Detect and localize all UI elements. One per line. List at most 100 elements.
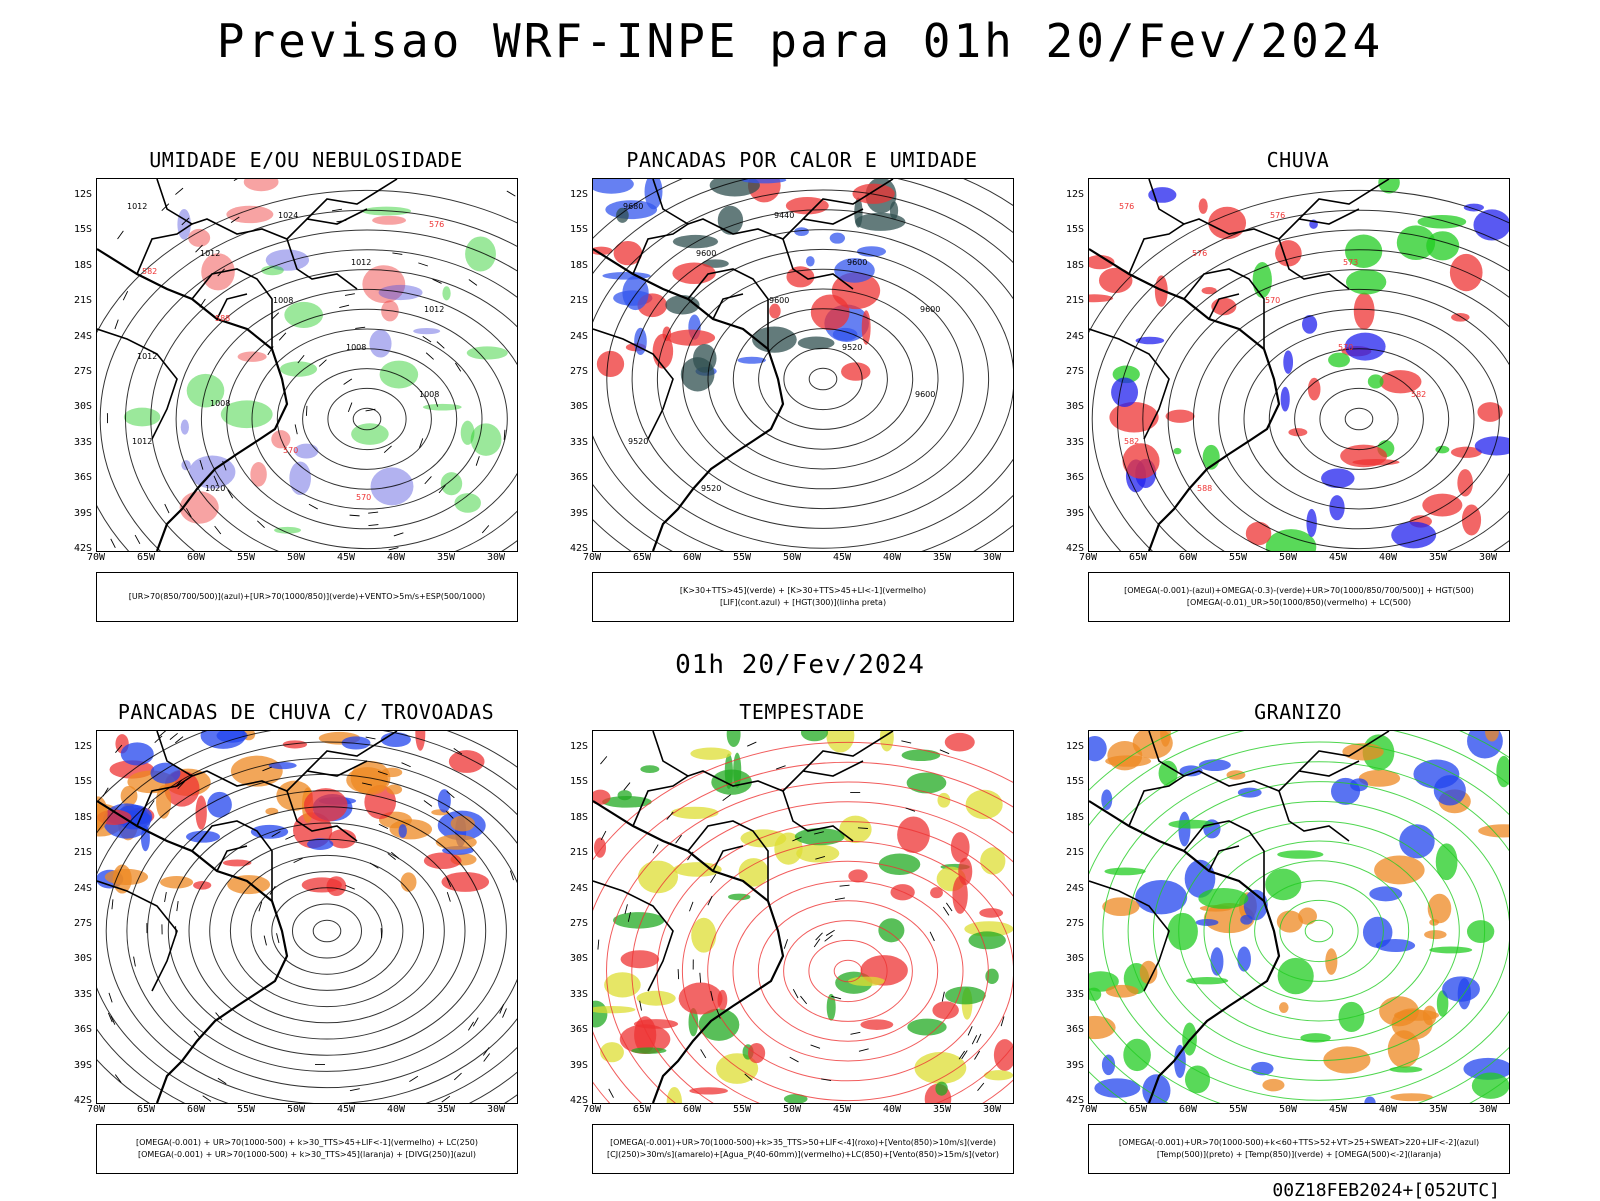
latitude-tick-label: 30S	[1060, 401, 1084, 412]
isoline-label: 1012	[200, 249, 220, 258]
shaded-region	[1196, 919, 1219, 926]
wind-vector	[598, 940, 599, 950]
shaded-region	[386, 785, 402, 795]
longitude-tick-label: 65W	[1123, 552, 1153, 563]
wind-vector	[134, 957, 136, 967]
longitude-tick-label: 50W	[281, 1104, 311, 1115]
shaded-region	[1109, 402, 1158, 433]
shaded-region	[769, 304, 780, 319]
wind-vector	[943, 907, 949, 915]
shaded-region	[1391, 522, 1436, 549]
wind-vector	[816, 933, 823, 940]
shaded-region	[223, 859, 252, 866]
shaded-region	[1328, 353, 1350, 368]
longitude-tick-label: 45W	[1323, 1104, 1353, 1115]
shaded-region	[1102, 897, 1139, 916]
longitude-tick-label: 60W	[181, 552, 211, 563]
shaded-region	[265, 808, 278, 815]
panel-title: PANCADAS POR CALOR E UMIDADE	[572, 148, 1032, 172]
latitude-tick-label: 12S	[564, 741, 588, 752]
shaded-region	[1101, 789, 1112, 810]
longitude-tick-label: 45W	[827, 1104, 857, 1115]
shaded-region	[1262, 1079, 1284, 1092]
longitude-tick-label: 65W	[131, 552, 161, 563]
longitude-tick-label: 50W	[281, 552, 311, 563]
latitude-tick-label: 36S	[68, 472, 92, 483]
latitude-tick-label: 30S	[564, 953, 588, 964]
shaded-region	[811, 294, 850, 330]
shaded-region	[1422, 494, 1462, 517]
isoline-label: 1024	[278, 211, 298, 220]
shaded-region	[600, 1042, 624, 1062]
wind-vector	[348, 403, 352, 412]
shaded-region	[604, 972, 641, 997]
longitude-tick-label: 40W	[1373, 552, 1403, 563]
shaded-region	[121, 742, 154, 765]
shaded-region	[890, 202, 898, 220]
shaded-region	[667, 1087, 682, 1103]
latitude-tick-label: 39S	[564, 508, 588, 519]
shaded-region	[693, 344, 717, 373]
legend-line: [OMEGA(-0.01)_UR>50(1000/850)(vermelho) …	[1089, 597, 1509, 609]
shaded-region	[304, 788, 348, 822]
shaded-region	[1102, 1055, 1115, 1076]
longitude-tick-label: 60W	[1173, 552, 1203, 563]
wind-vector	[424, 800, 432, 806]
wind-vector	[940, 750, 949, 754]
latitude-tick-label: 27S	[564, 366, 588, 377]
shaded-region	[667, 330, 715, 346]
wind-vector	[747, 742, 756, 746]
shaded-region	[1104, 868, 1145, 876]
wind-vector	[625, 904, 627, 914]
panel-title: GRANIZO	[1068, 700, 1528, 724]
wind-vector	[977, 1034, 981, 1043]
isoline-label: 1012	[424, 305, 444, 314]
wind-vector	[609, 1089, 614, 1098]
isoline	[293, 904, 362, 958]
latitude-tick-label: 12S	[1060, 741, 1084, 752]
shaded-region	[1325, 948, 1337, 975]
latitude-tick-label: 27S	[68, 918, 92, 929]
shaded-region	[1265, 869, 1301, 901]
wind-vector	[811, 1045, 820, 1048]
latitude-tick-label: 39S	[68, 508, 92, 519]
map-canvas	[1089, 731, 1509, 1103]
latitude-tick-label: 12S	[68, 741, 92, 752]
isoline-label: 576	[1192, 249, 1207, 258]
shaded-region	[951, 832, 970, 862]
shaded-region	[1368, 374, 1384, 388]
shaded-region	[748, 1043, 765, 1063]
longitude-tick-label: 70W	[1073, 552, 1103, 563]
shaded-region	[1457, 469, 1473, 496]
wind-vector	[384, 446, 391, 453]
latitude-tick-label: 27S	[68, 366, 92, 377]
wind-vector	[859, 1049, 869, 1052]
shaded-region	[1089, 294, 1113, 302]
wind-vector	[319, 360, 326, 367]
wind-vector	[234, 179, 243, 181]
longitude-tick-label: 35W	[1423, 552, 1453, 563]
latitude-tick-label: 39S	[1060, 1060, 1084, 1071]
shaded-region	[1281, 387, 1290, 412]
map-canvas	[593, 731, 1013, 1103]
latitude-tick-label: 33S	[564, 989, 588, 1000]
shaded-region	[679, 983, 723, 1015]
wind-vector	[426, 353, 433, 360]
longitude-tick-label: 55W	[1223, 1104, 1253, 1115]
wind-vector	[469, 279, 477, 285]
shaded-region	[177, 209, 190, 240]
shaded-region	[1237, 947, 1251, 972]
shaded-region	[830, 233, 845, 244]
shaded-region	[238, 352, 267, 362]
isoline-label: 588	[215, 314, 230, 323]
latitude-tick-label: 36S	[564, 1024, 588, 1035]
shaded-region	[691, 918, 716, 953]
shaded-region	[1413, 759, 1459, 788]
isoline-label: 1012	[132, 437, 152, 446]
legend-line: [CJ(250)>30m/s](amarelo)+[Agua_P(40-60mm…	[593, 1149, 1013, 1161]
latitude-tick-label: 33S	[68, 989, 92, 1000]
wind-vector	[135, 535, 140, 544]
shaded-region	[327, 876, 347, 896]
country-border	[1129, 224, 1184, 274]
isoline-label: 9440	[774, 211, 794, 220]
